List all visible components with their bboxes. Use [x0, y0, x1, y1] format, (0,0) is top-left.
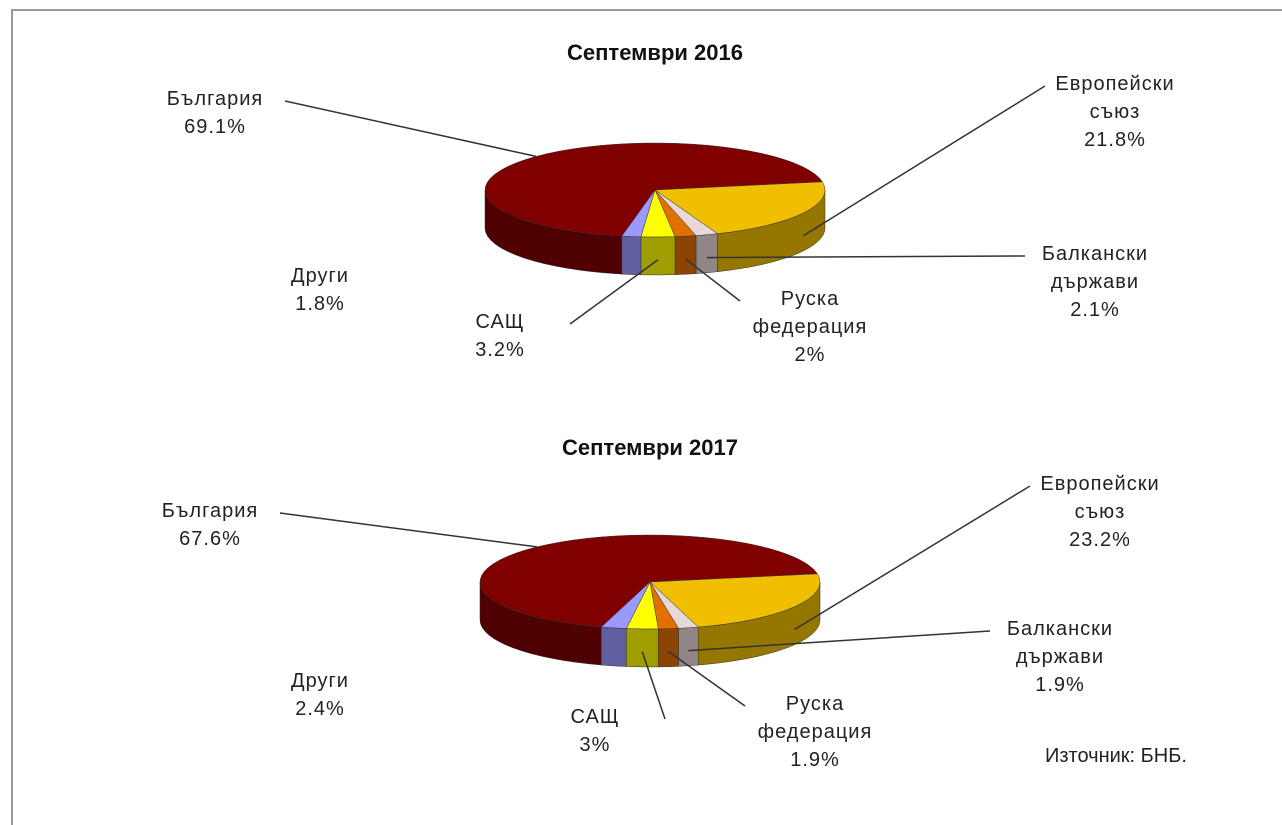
leader-line	[802, 85, 1046, 237]
pie-slice	[600, 581, 651, 629]
pie-side	[695, 233, 718, 274]
slice-value: 3%	[579, 734, 611, 756]
leader-line	[641, 651, 666, 720]
pie-slice	[649, 573, 821, 628]
source: Източник: БНБ.	[1045, 745, 1187, 767]
slice-label: Руска федерация	[757, 693, 873, 743]
leader-line	[706, 255, 1026, 259]
pie-slice	[479, 534, 818, 628]
slice-value: 2.4%	[295, 698, 345, 720]
pie-slice	[621, 189, 656, 238]
frame	[11, 9, 1282, 825]
slice-value: 21.8%	[1084, 129, 1146, 151]
chart-title: Септември 2016	[567, 40, 743, 65]
slice-label: Руска федерация	[752, 288, 868, 338]
leader-line	[688, 630, 991, 652]
slice-label: Балкански държави	[1006, 618, 1114, 668]
leader-line	[279, 512, 538, 548]
slice-value: 69.1%	[184, 116, 246, 138]
leader-line	[569, 259, 659, 325]
chart-title: Септември 2017	[562, 435, 738, 460]
pie-slice	[654, 181, 826, 234]
slice-label: Други	[291, 265, 349, 287]
slice-label: Други	[291, 670, 349, 692]
slice-value: 3.2%	[475, 339, 525, 361]
slice-label: САЩ	[475, 311, 525, 333]
slice-label: САЩ	[570, 706, 620, 728]
pie-side	[658, 628, 679, 668]
slice-label: Балкански държави	[1041, 243, 1149, 293]
pie-side	[626, 628, 659, 668]
leader-line	[284, 100, 537, 158]
slice-label: България	[166, 88, 264, 110]
slice-label: Европейски съюз	[1055, 73, 1175, 123]
slice-value: 1.9%	[790, 749, 840, 771]
slice-value: 67.6%	[179, 528, 241, 550]
leader-line	[685, 258, 741, 302]
slice-value: 23.2%	[1069, 529, 1131, 551]
slice-value: 2.1%	[1070, 299, 1120, 321]
pie-side	[601, 626, 627, 667]
slice-label: България	[161, 500, 259, 522]
pie-side	[674, 235, 697, 275]
slice-label: Европейски съюз	[1040, 473, 1160, 523]
leader-line	[667, 650, 746, 707]
slice-value: 2%	[794, 344, 826, 366]
slice-value: 1.8%	[295, 293, 345, 315]
slice-value: 1.9%	[1035, 674, 1085, 696]
pie-side	[621, 235, 642, 276]
leader-line	[794, 485, 1031, 631]
